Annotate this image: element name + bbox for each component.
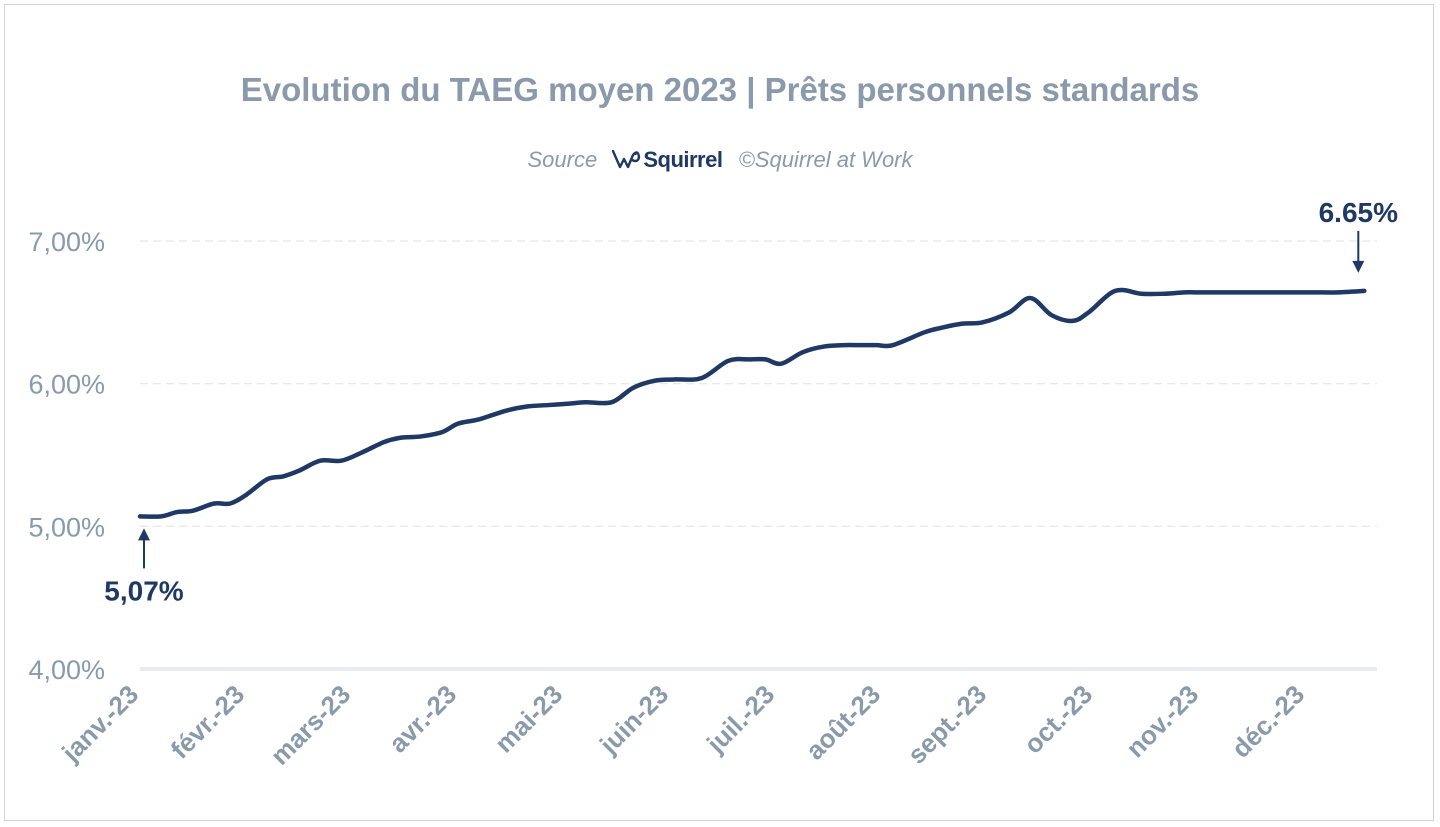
x-tick-label: oct.-23	[1018, 679, 1098, 759]
x-tick-label: mars-23	[265, 679, 357, 771]
x-tick-label: sept.-23	[902, 679, 993, 770]
x-axis-ticks: janv.-23 févr.-23 mars-23 avr.-23 mai-23 juin…	[55, 679, 1310, 771]
squirrel-brand-name: Squirrel	[643, 147, 723, 172]
squirrel-logo-icon	[611, 147, 641, 177]
series-layer	[137, 287, 1367, 519]
start-value-label: 5,07%	[104, 575, 183, 606]
copyright-text: ©Squirrel at Work	[738, 147, 913, 172]
grid-lines	[140, 240, 1377, 671]
y-tick-label: 5,00%	[28, 512, 105, 542]
x-tick-label: juil.-23	[700, 679, 780, 759]
annotations: 5,07% 6.65%	[104, 197, 1398, 606]
x-tick-label: août-23	[800, 679, 887, 766]
series-line	[137, 287, 1367, 519]
chart-frame: Evolution du TAEG moyen 2023 | Prêts per…	[4, 4, 1434, 821]
x-tick-label: juin-23	[593, 679, 674, 760]
end-value-label: 6.65%	[1319, 197, 1398, 228]
start-arrow-head	[138, 528, 150, 541]
source-label: Source	[527, 147, 598, 172]
x-tick-label: janv.-23	[55, 679, 144, 768]
y-tick-label: 6,00%	[28, 370, 105, 400]
x-tick-label: mai-23	[489, 679, 568, 758]
chart-subtitle: Source Squirrel ©Squirrel at Work	[5, 147, 1435, 177]
y-axis-ticks: 4,00% 5,00% 6,00% 7,00%	[28, 227, 105, 685]
x-tick-label: nov.-23	[1120, 679, 1204, 763]
chart-title: Evolution du TAEG moyen 2023 | Prêts per…	[240, 71, 1200, 108]
x-tick-label: avr.-23	[383, 679, 462, 758]
y-tick-label: 4,00%	[28, 655, 105, 685]
y-tick-label: 7,00%	[28, 227, 105, 257]
x-tick-label: févr.-23	[165, 679, 251, 765]
x-tick-label: déc.-23	[1226, 679, 1311, 764]
end-arrow-head	[1352, 260, 1365, 273]
